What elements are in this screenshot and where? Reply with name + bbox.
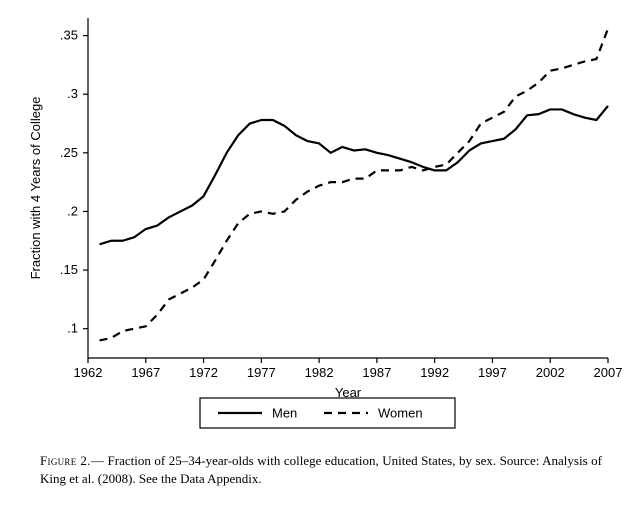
x-tick-label: 1967 [131,365,160,380]
caption-body: Fraction of 25–34-year-olds with college… [40,453,602,486]
x-tick-label: 1982 [305,365,334,380]
line-chart: 1962 1967 1972 1977 1982 1987 1992 1997 2002 2007… [0,0,642,517]
x-tick-label: 1962 [74,365,103,380]
x-tick-label: 2007 [594,365,623,380]
y-tick-label: .35 [60,28,78,43]
x-tick-label: 1972 [189,365,218,380]
chart-bg [0,0,642,517]
y-tick-label: .1 [67,321,78,336]
y-tick-label: .2 [67,203,78,218]
y-tick-label: .3 [67,86,78,101]
caption-lead: Figure 2.— [40,453,104,468]
x-tick-label: 1997 [478,365,507,380]
y-tick-label: .15 [60,262,78,277]
x-tick-label: 2002 [536,365,565,380]
x-tick-label: 1992 [420,365,449,380]
y-tick-label: .25 [60,145,78,160]
figure-container: 1962 1967 1972 1977 1982 1987 1992 1997 2002 2007… [0,0,642,517]
legend-label: Men [272,406,297,421]
figure-caption: Figure 2.— Fraction of 25–34-year-olds w… [40,452,602,487]
x-tick-label: 1977 [247,365,276,380]
y-axis-title: Fraction with 4 Years of College [28,97,43,280]
x-tick-label: 1987 [362,365,391,380]
legend-label: Women [378,406,423,421]
